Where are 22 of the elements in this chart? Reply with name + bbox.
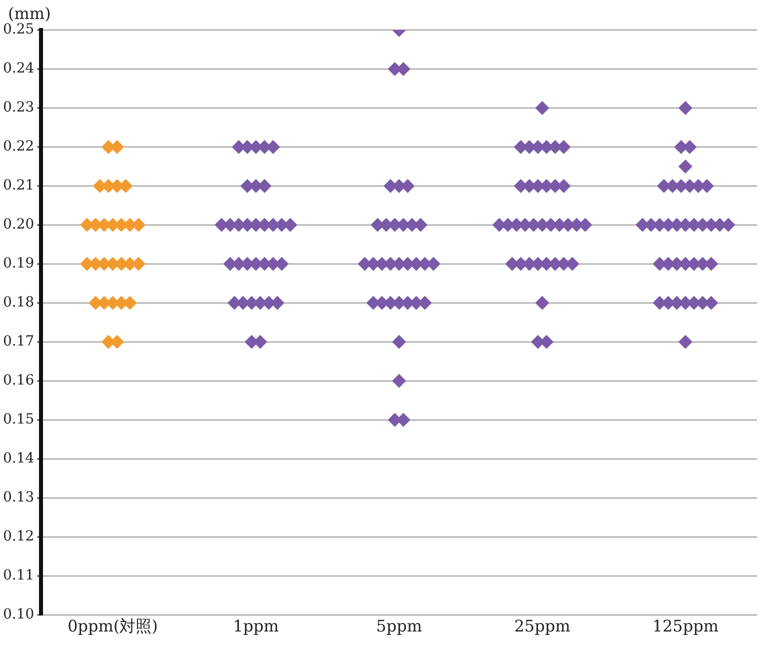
y-tick-label: 0.21 (3, 178, 34, 194)
y-tick-label: 0.22 (3, 138, 34, 155)
y-tick-label: 0.10 (3, 606, 34, 622)
y-tick-label: 0.18 (3, 294, 34, 311)
y-tick-label: 0.20 (3, 216, 34, 233)
y-tick-label: 0.13 (3, 489, 34, 506)
y-tick-label: 0.14 (3, 450, 34, 466)
y-tick-label: 0.17 (3, 334, 34, 350)
x-tick-label: 5ppm (376, 616, 422, 636)
y-tick-label: 0.11 (3, 567, 34, 584)
y-tick-label: 0.15 (3, 412, 34, 428)
x-tick-label: 25ppm (514, 616, 570, 636)
x-tick-label: 125ppm (652, 616, 719, 636)
y-tick-label: 0.23 (3, 100, 34, 116)
y-tick-label: 0.16 (3, 372, 34, 389)
x-tick-label: 0ppm(対照) (68, 616, 158, 636)
y-axis-title: (mm) (8, 4, 51, 23)
y-tick-label: 0.25 (3, 22, 34, 38)
x-tick-label: 1ppm (233, 616, 279, 636)
y-tick-label: 0.24 (3, 60, 34, 77)
y-tick-label: 0.19 (3, 256, 34, 272)
y-tick-label: 0.12 (3, 528, 34, 544)
